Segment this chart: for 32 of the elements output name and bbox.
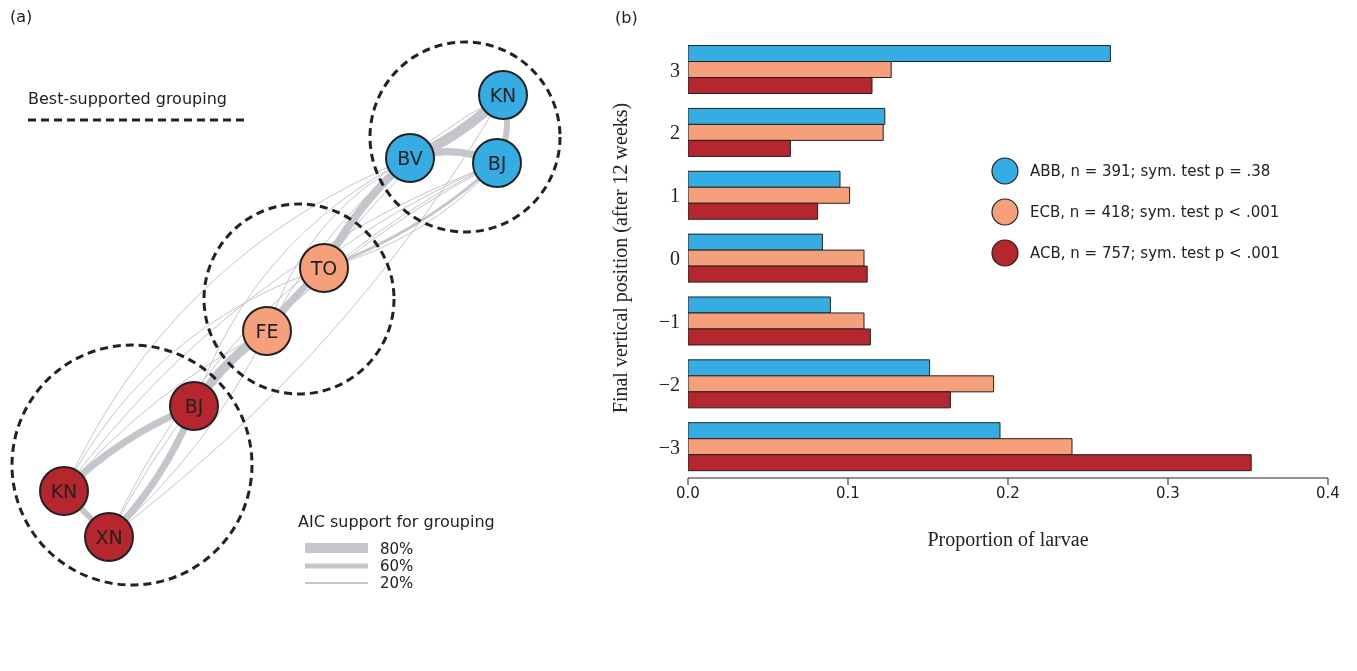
text: 60% [380,557,414,575]
legend-label: ABB, n = 391; sym. test p = .38 [1030,161,1271,180]
chart-title: (b) [615,8,638,27]
text: XN [95,526,123,548]
y-tick-label: −3 [658,435,680,458]
text: 80% [380,540,414,558]
x-axis-title: Proportion of larvae [927,528,1089,551]
x-tick-label: 0.4 [1316,483,1340,502]
x-tick-label: 0.1 [836,483,860,502]
text: 20% [380,574,414,592]
text: BV [397,147,423,169]
text: Best-supported grouping [28,89,227,108]
y-axis-title: Final vertical position (after 12 weeks) [609,102,633,414]
y-tick-label: −2 [658,372,680,395]
text: AIC support for grouping [298,512,495,531]
legend-label: ACB, n = 757; sym. test p < .001 [1030,243,1280,262]
y-tick-label: −1 [658,309,680,332]
legend-label: ECB, n = 418; sym. test p < .001 [1030,202,1280,221]
text: KN [50,480,78,502]
x-tick-label: 0.2 [996,483,1020,502]
y-tick-label: 3 [670,58,680,81]
text: KN [489,84,517,106]
x-tick-label: 0.0 [676,483,700,502]
y-tick-label: 2 [670,121,680,144]
x-tick-label: 0.3 [1156,483,1180,502]
text: (a) [10,7,33,26]
text: BJ [487,152,507,174]
y-tick-label: 0 [670,247,680,270]
text: BJ [184,395,204,417]
text: TO [309,257,338,279]
y-tick-label: 1 [670,184,680,207]
text: FE [255,320,279,342]
